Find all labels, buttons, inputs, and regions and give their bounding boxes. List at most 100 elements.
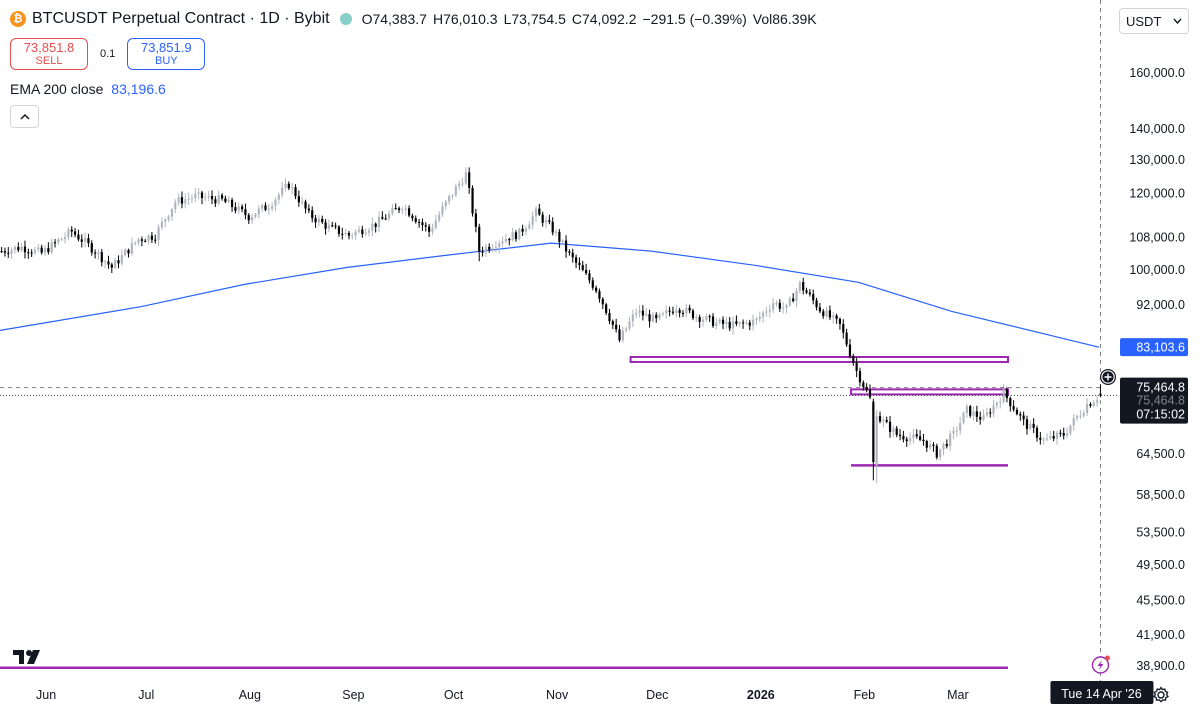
candle-body <box>912 434 915 438</box>
candle-body <box>665 310 668 314</box>
candle <box>538 203 541 216</box>
candle-body <box>942 443 945 450</box>
candle-body <box>504 238 508 242</box>
candle-body <box>418 221 421 223</box>
candle-body <box>224 198 227 202</box>
candle-body <box>220 195 224 199</box>
collapse-legend-button[interactable] <box>10 105 39 128</box>
candle <box>160 217 164 230</box>
candle-body <box>511 232 514 241</box>
candle-body <box>227 199 230 202</box>
candle-body <box>868 390 872 398</box>
candle-body <box>818 307 821 312</box>
candle-body <box>484 246 487 253</box>
candle <box>838 317 842 330</box>
candle-body <box>541 214 544 223</box>
candle <box>67 226 70 241</box>
candle <box>922 433 925 446</box>
candle-body <box>217 195 220 204</box>
candle <box>344 229 347 236</box>
candle <box>802 277 805 295</box>
candle-body <box>274 199 277 207</box>
candle-body <box>959 422 962 431</box>
candle <box>942 442 945 456</box>
candle-body <box>1042 439 1045 441</box>
candle <box>321 215 324 224</box>
alert-lightning-icon[interactable] <box>1091 655 1110 674</box>
candle-body <box>955 430 958 432</box>
candle <box>187 192 190 205</box>
candle <box>531 211 534 230</box>
candle-body <box>144 240 147 242</box>
candle-body <box>965 406 968 413</box>
symbol-title[interactable]: BTCUSDT Perpetual Contract · 1D · Bybit <box>32 10 330 27</box>
candle-body <box>865 386 868 391</box>
candle-body <box>785 305 788 308</box>
time-axis-label: Feb <box>854 688 876 702</box>
candle <box>521 224 524 237</box>
candle-body <box>528 224 531 229</box>
candle <box>524 225 528 236</box>
candle-body <box>407 208 411 216</box>
candle <box>792 293 795 303</box>
candle-body <box>200 192 204 198</box>
candle-body <box>745 322 748 324</box>
indicator-value: 83,196.6 <box>111 81 166 97</box>
candle <box>147 234 150 245</box>
candle-body <box>434 220 437 228</box>
candle <box>695 314 698 323</box>
candle-body <box>160 221 164 228</box>
candle <box>341 227 344 240</box>
candle-body <box>995 402 999 406</box>
candle-body <box>598 291 601 299</box>
candle-body <box>458 183 461 187</box>
candle <box>955 426 958 437</box>
candle-body <box>755 319 758 321</box>
candle-body <box>678 310 681 313</box>
sell-button[interactable]: 73,851.8 SELL <box>10 38 88 70</box>
candle-body <box>671 311 675 313</box>
candle-body <box>321 218 324 223</box>
candle-body <box>264 205 267 210</box>
level-zone[interactable] <box>850 388 1009 396</box>
price-axis-tick: 108,000.0 <box>1129 231 1185 245</box>
candle-body <box>448 195 451 202</box>
candle-body <box>254 214 257 217</box>
order-quantity[interactable]: 0.1 <box>100 48 116 60</box>
candle <box>377 211 381 233</box>
candle <box>491 244 494 253</box>
candle-body <box>347 232 351 236</box>
candle-body <box>257 208 260 215</box>
candle <box>755 317 758 326</box>
candle-body <box>848 344 852 356</box>
candle-body <box>311 210 314 219</box>
level-zone[interactable] <box>629 355 1009 363</box>
candle <box>170 207 174 221</box>
candle <box>959 416 962 435</box>
candle <box>725 316 728 329</box>
candle-body <box>60 238 63 240</box>
candle <box>972 406 975 421</box>
candle-body <box>20 246 23 251</box>
candle <box>1022 411 1025 426</box>
candle-body <box>94 252 97 254</box>
settings-gear-icon[interactable] <box>1152 686 1170 704</box>
candle <box>678 307 681 318</box>
candle <box>975 405 978 423</box>
candle <box>544 216 548 228</box>
candle <box>1055 430 1059 445</box>
candle <box>444 199 447 211</box>
candle <box>197 188 200 200</box>
candle-body <box>1009 398 1012 407</box>
buy-button[interactable]: 73,851.9 BUY <box>127 38 206 70</box>
candle <box>1049 430 1052 441</box>
currency-select[interactable]: USDT <box>1119 8 1189 34</box>
add-alert-plus-icon[interactable] <box>1099 368 1117 386</box>
candle-body <box>885 419 888 422</box>
candle <box>768 304 771 318</box>
candle-body <box>735 321 738 324</box>
indicator-legend[interactable]: EMA 200 close 83,196.6 <box>10 81 166 97</box>
candle <box>194 188 197 203</box>
candle-body <box>277 194 280 200</box>
